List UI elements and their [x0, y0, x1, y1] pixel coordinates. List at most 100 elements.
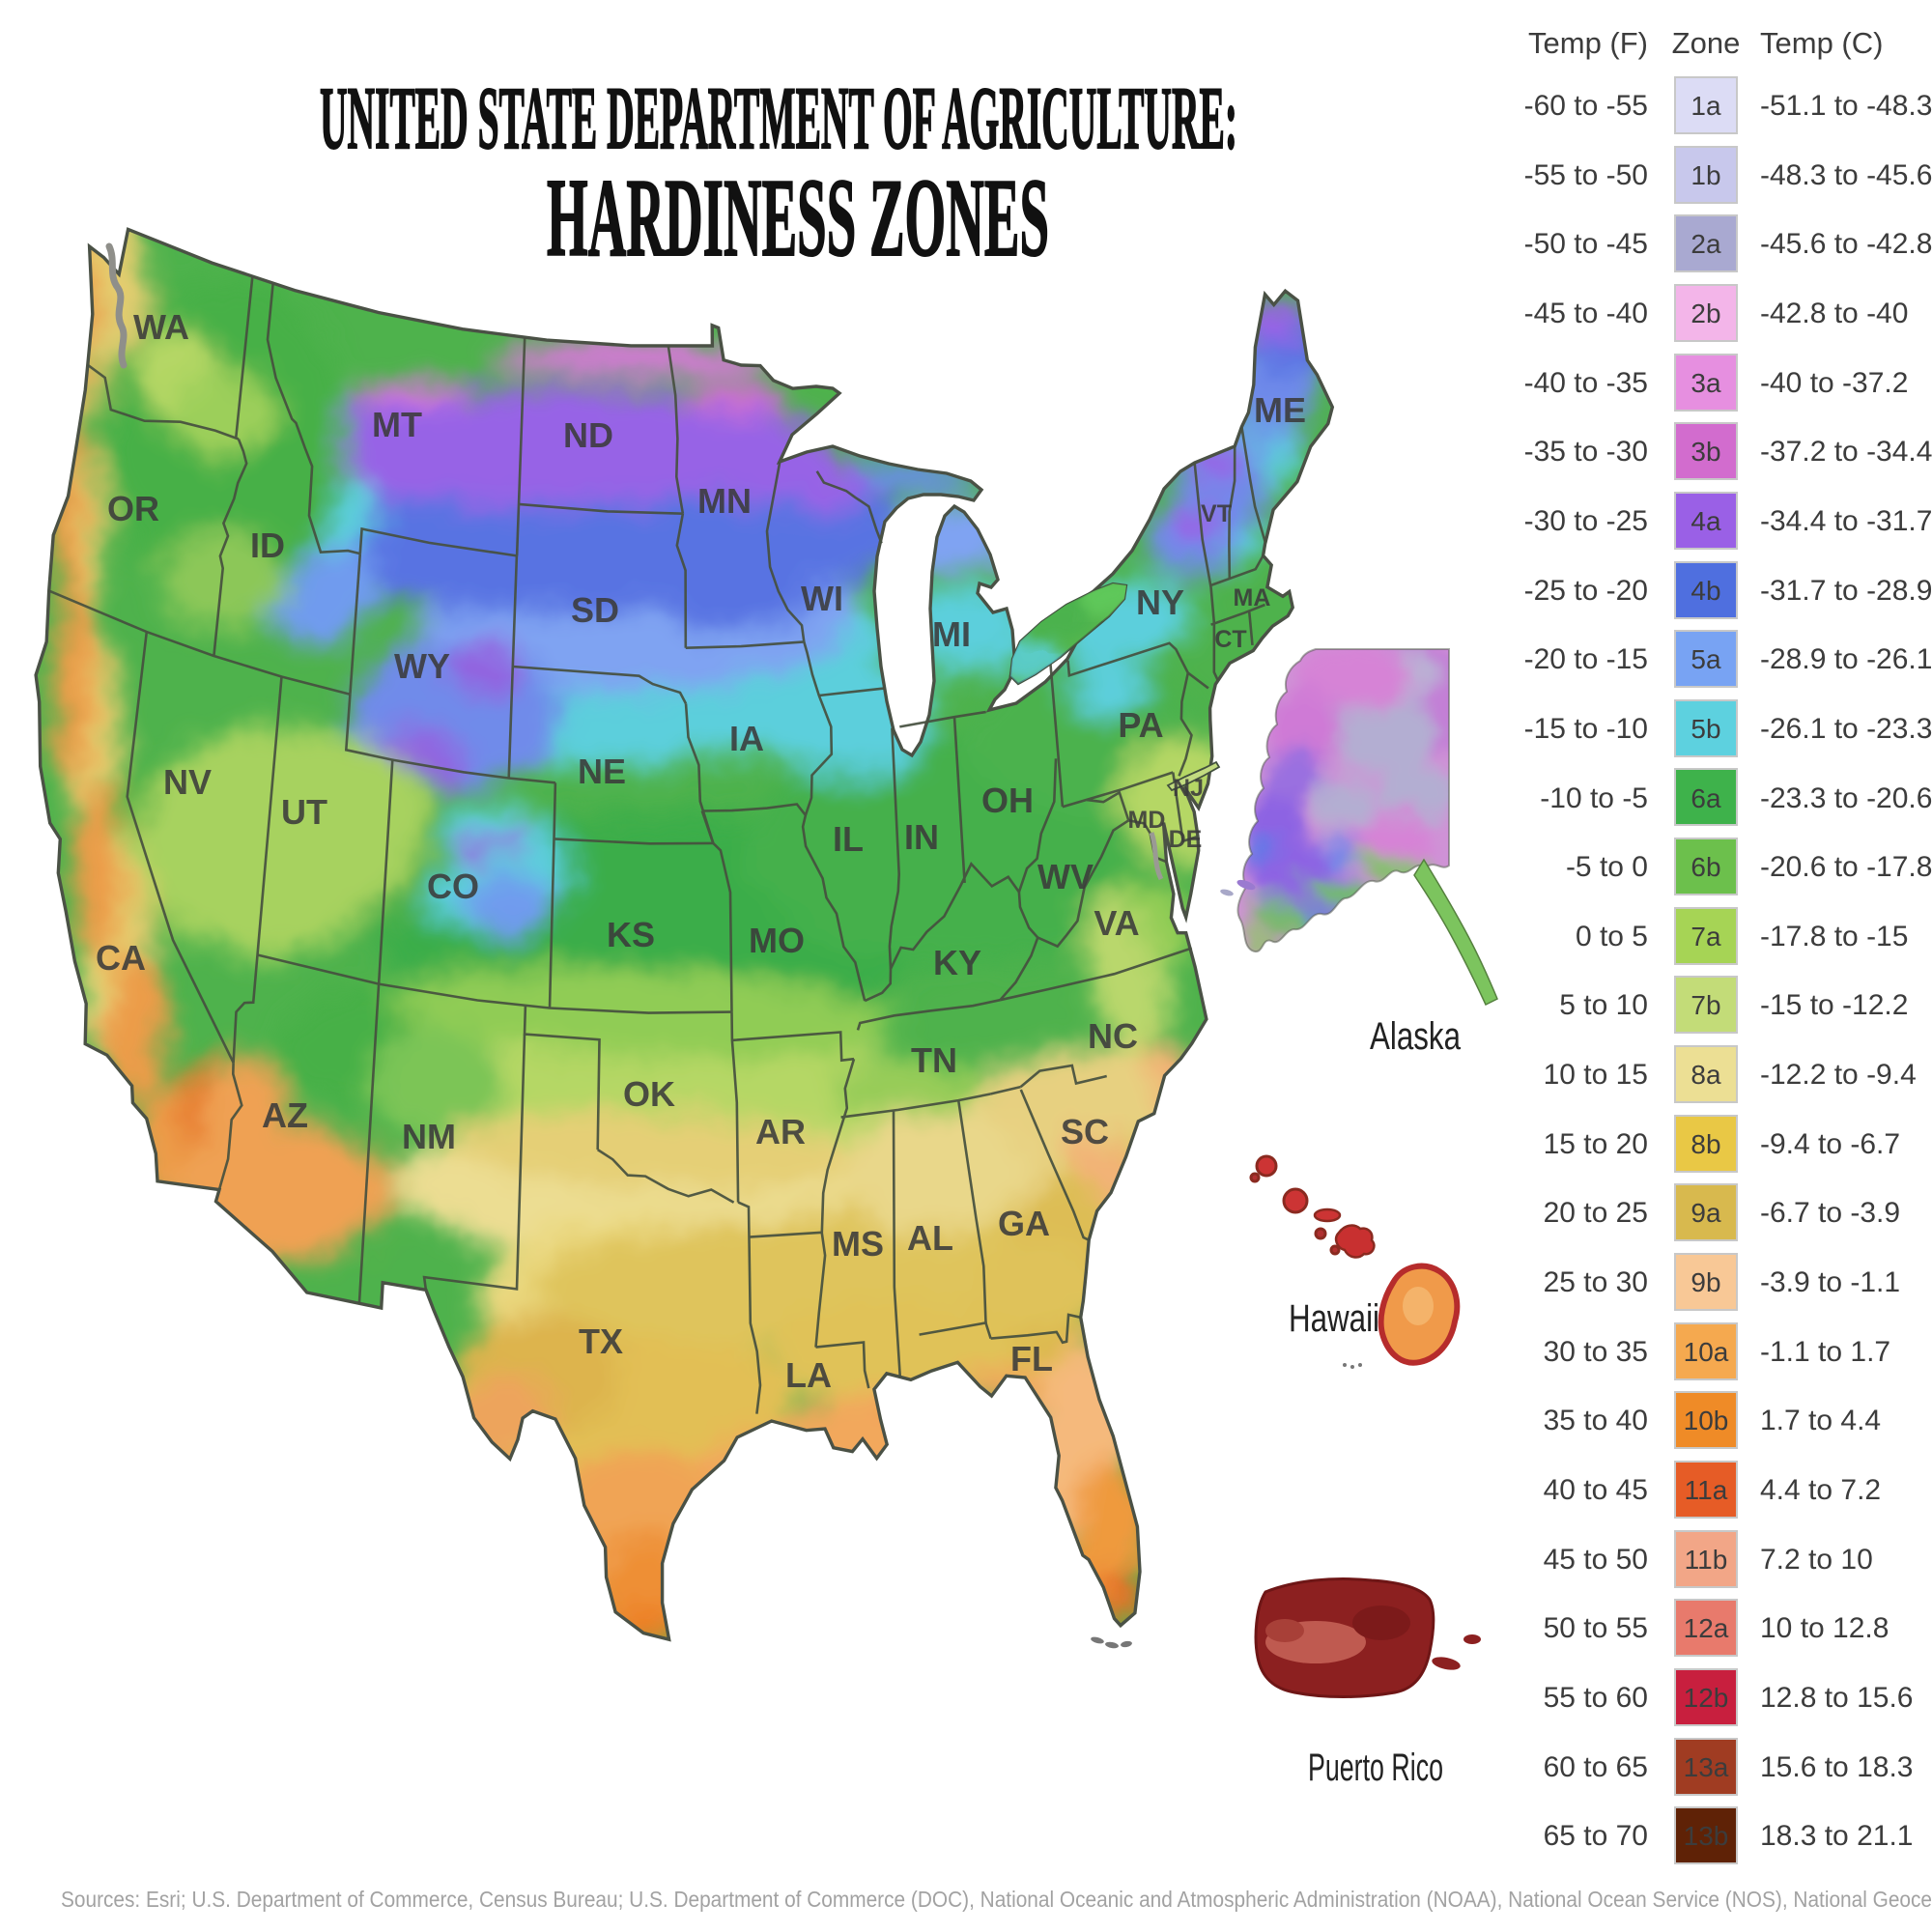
svg-text:SC: SC: [1061, 1112, 1109, 1151]
svg-text:-35 to -30: -35 to -30: [1524, 436, 1648, 468]
svg-text:OR: OR: [107, 489, 159, 528]
svg-text:4.4 to 7.2: 4.4 to 7.2: [1760, 1474, 1881, 1506]
svg-text:WY: WY: [394, 646, 450, 686]
svg-text:-20 to -15: -20 to -15: [1524, 643, 1648, 675]
svg-text:13b: 13b: [1684, 1821, 1729, 1851]
svg-text:Puerto Rico: Puerto Rico: [1308, 1747, 1443, 1789]
svg-text:NM: NM: [402, 1117, 456, 1156]
svg-text:6a: 6a: [1690, 783, 1721, 813]
svg-text:NE: NE: [578, 752, 626, 791]
svg-text:MI: MI: [932, 614, 971, 654]
svg-text:-31.7 to -28.9: -31.7 to -28.9: [1760, 575, 1932, 607]
svg-text:7a: 7a: [1690, 922, 1721, 952]
svg-text:10 to 15: 10 to 15: [1544, 1059, 1648, 1091]
svg-text:MO: MO: [749, 921, 805, 960]
svg-text:45 to 50: 45 to 50: [1544, 1544, 1648, 1576]
svg-text:-10 to -5: -10 to -5: [1540, 782, 1648, 814]
svg-text:Temp (F): Temp (F): [1528, 26, 1648, 60]
svg-text:SD: SD: [571, 590, 619, 630]
svg-text:-3.9 to -1.1: -3.9 to -1.1: [1760, 1266, 1900, 1298]
svg-text:9b: 9b: [1690, 1267, 1720, 1297]
svg-text:8a: 8a: [1690, 1060, 1721, 1090]
svg-text:12a: 12a: [1684, 1613, 1729, 1643]
svg-text:11a: 11a: [1685, 1475, 1728, 1505]
svg-text:NY: NY: [1136, 582, 1184, 622]
svg-text:HARDINESS ZONES: HARDINESS ZONES: [547, 156, 1049, 279]
svg-text:7b: 7b: [1690, 990, 1720, 1020]
svg-text:LA: LA: [785, 1355, 832, 1395]
svg-text:WA: WA: [133, 307, 189, 347]
svg-text:3b: 3b: [1690, 437, 1720, 467]
svg-text:-6.7 to -3.9: -6.7 to -3.9: [1760, 1197, 1900, 1229]
svg-text:ID: ID: [250, 526, 285, 565]
svg-text:NJ: NJ: [1173, 775, 1204, 802]
svg-text:1.7 to 4.4: 1.7 to 4.4: [1760, 1405, 1881, 1436]
svg-text:-28.9 to -26.1: -28.9 to -26.1: [1760, 643, 1932, 675]
svg-text:AZ: AZ: [262, 1095, 308, 1135]
svg-text:10a: 10a: [1684, 1337, 1729, 1367]
svg-text:15 to 20: 15 to 20: [1544, 1128, 1648, 1160]
svg-text:5b: 5b: [1690, 714, 1720, 744]
svg-text:1b: 1b: [1690, 160, 1720, 190]
svg-text:2a: 2a: [1690, 229, 1721, 259]
svg-text:7.2 to 10: 7.2 to 10: [1760, 1544, 1873, 1576]
svg-text:12.8 to 15.6: 12.8 to 15.6: [1760, 1682, 1913, 1714]
svg-text:-15 to -12.2: -15 to -12.2: [1760, 989, 1908, 1021]
svg-text:-30 to -25: -30 to -25: [1524, 505, 1648, 537]
svg-text:-48.3 to -45.6: -48.3 to -45.6: [1760, 159, 1932, 191]
svg-text:FL: FL: [1010, 1339, 1053, 1378]
svg-text:GA: GA: [998, 1204, 1050, 1243]
svg-text:-34.4 to -31.7: -34.4 to -31.7: [1760, 505, 1932, 537]
svg-text:OH: OH: [981, 781, 1034, 820]
svg-text:MN: MN: [697, 481, 752, 521]
svg-text:AR: AR: [755, 1112, 806, 1151]
svg-text:-40 to -37.2: -40 to -37.2: [1760, 367, 1908, 399]
svg-text:-42.8 to -40: -42.8 to -40: [1760, 298, 1908, 329]
svg-text:13a: 13a: [1684, 1752, 1729, 1782]
svg-text:TN: TN: [911, 1040, 957, 1080]
svg-text:-37.2 to -34.4: -37.2 to -34.4: [1760, 436, 1932, 468]
svg-text:NV: NV: [163, 762, 212, 802]
svg-text:Sources: Esri; U.S. Department: Sources: Esri; U.S. Department of Commer…: [61, 1887, 1932, 1912]
svg-text:KY: KY: [933, 943, 981, 982]
svg-text:10b: 10b: [1684, 1406, 1729, 1435]
svg-text:8b: 8b: [1690, 1129, 1720, 1159]
svg-text:MS: MS: [832, 1224, 884, 1264]
svg-text:30 to 35: 30 to 35: [1544, 1336, 1648, 1368]
svg-text:5 to 10: 5 to 10: [1559, 989, 1648, 1021]
svg-text:-50 to -45: -50 to -45: [1524, 228, 1648, 260]
svg-text:-17.8 to -15: -17.8 to -15: [1760, 921, 1908, 952]
svg-text:60 to 65: 60 to 65: [1544, 1751, 1648, 1783]
svg-text:55 to 60: 55 to 60: [1544, 1682, 1648, 1714]
svg-text:12b: 12b: [1684, 1683, 1729, 1713]
svg-text:-5 to 0: -5 to 0: [1566, 851, 1648, 883]
svg-text:KS: KS: [607, 915, 655, 954]
svg-text:Alaska: Alaska: [1370, 1015, 1462, 1058]
svg-text:CO: CO: [427, 867, 479, 906]
svg-text:WI: WI: [801, 579, 843, 618]
svg-text:-51.1 to -48.3: -51.1 to -48.3: [1760, 90, 1932, 122]
svg-text:2b: 2b: [1690, 298, 1720, 328]
svg-text:VT: VT: [1201, 500, 1232, 527]
svg-text:WV: WV: [1037, 857, 1094, 896]
svg-text:35 to 40: 35 to 40: [1544, 1405, 1648, 1436]
svg-text:DE: DE: [1169, 826, 1203, 853]
svg-text:-40 to -35: -40 to -35: [1524, 367, 1648, 399]
svg-text:AL: AL: [907, 1218, 953, 1258]
svg-text:MD: MD: [1128, 807, 1166, 834]
svg-text:9a: 9a: [1690, 1198, 1721, 1228]
svg-text:VA: VA: [1094, 903, 1139, 943]
svg-text:TX: TX: [579, 1321, 623, 1361]
svg-text:UNITED STATE DEPARTMENT OF AGR: UNITED STATE DEPARTMENT OF AGRICULTURE:: [320, 69, 1237, 167]
svg-text:Hawaii: Hawaii: [1289, 1297, 1379, 1340]
svg-text:CT: CT: [1214, 626, 1246, 653]
svg-text:UT: UT: [281, 792, 327, 832]
svg-text:-55 to -50: -55 to -50: [1524, 159, 1648, 191]
svg-text:3a: 3a: [1690, 368, 1721, 398]
svg-text:-20.6 to -17.8: -20.6 to -17.8: [1760, 851, 1932, 883]
svg-text:Zone: Zone: [1672, 26, 1741, 60]
svg-text:15.6 to 18.3: 15.6 to 18.3: [1760, 1751, 1913, 1783]
svg-text:-9.4 to -6.7: -9.4 to -6.7: [1760, 1128, 1900, 1160]
svg-text:40 to 45: 40 to 45: [1544, 1474, 1648, 1506]
svg-text:ME: ME: [1254, 390, 1306, 430]
